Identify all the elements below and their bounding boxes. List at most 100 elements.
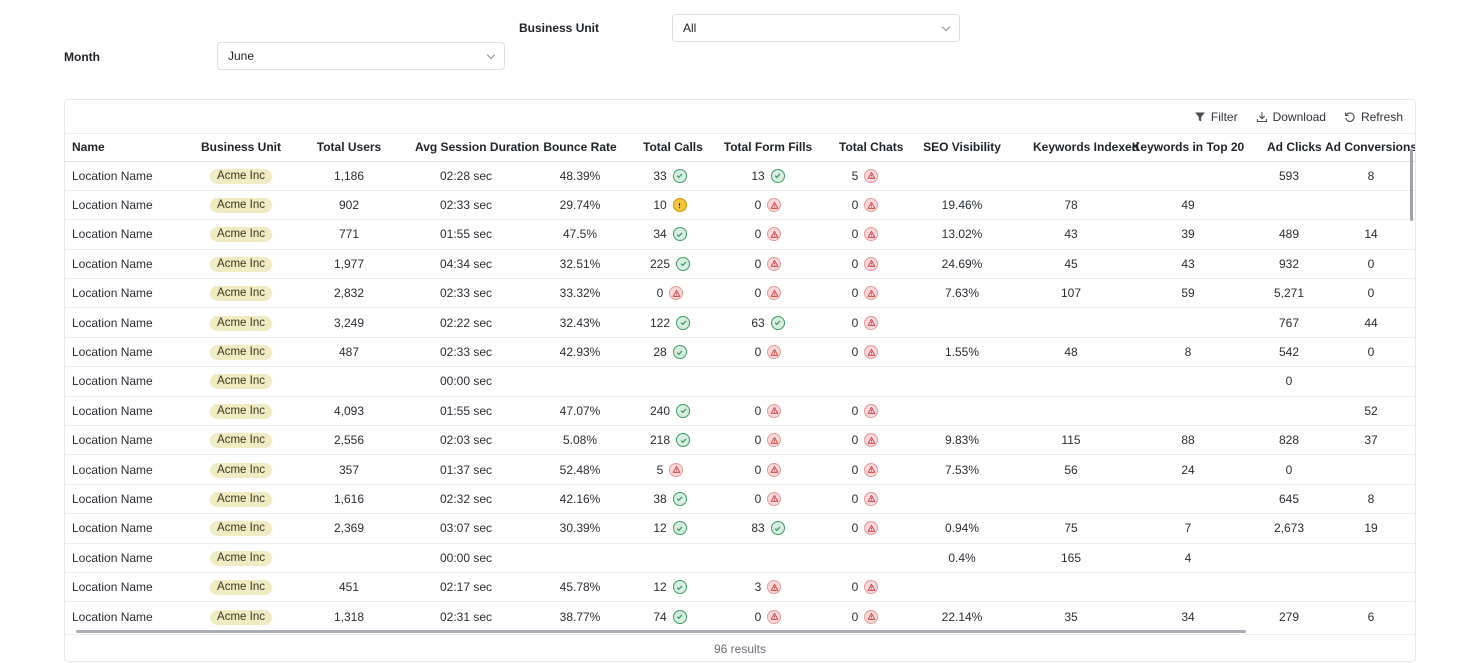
ad-conversions-value: 0: [1367, 286, 1375, 301]
table-row[interactable]: Location Name Acme Inc 2,832 02:33 sec 33.32…: [65, 278, 1415, 309]
ad-clicks-value: 279: [1278, 609, 1300, 624]
avg-session-duration-value: 02:33 sec: [439, 345, 493, 360]
table-row[interactable]: Location Name Acme Inc 357 01:37 sec 52.48% 5…: [65, 454, 1415, 485]
column-header-seo-visibility[interactable]: SEO Visibility: [895, 134, 1029, 162]
column-header-total-users[interactable]: Total Users: [287, 134, 411, 162]
bounce-rate-value: 47.07%: [559, 403, 601, 418]
warning-triangle-icon: [767, 491, 782, 506]
total-calls-value: 5: [656, 462, 664, 477]
table-row[interactable]: Location Name Acme Inc 902 02:33 sec 29.74% 1…: [65, 190, 1415, 221]
column-header-bounce-rate[interactable]: Bounce Rate: [521, 134, 639, 162]
download-label: Download: [1272, 110, 1326, 124]
total-form-fills-value: 83: [751, 521, 765, 536]
total-form-fills-value: 0: [754, 345, 762, 360]
table-row[interactable]: Location Name Acme Inc 1,616 02:32 sec 42.16…: [65, 484, 1415, 515]
table-row[interactable]: Location Name Acme Inc 451 02:17 sec 45.78% 1…: [65, 572, 1415, 603]
refresh-button[interactable]: Refresh: [1344, 110, 1403, 124]
location-name: Location Name: [72, 550, 153, 565]
month-value: June: [228, 49, 255, 63]
month-select[interactable]: June: [217, 42, 505, 70]
column-header-name[interactable]: Name: [65, 134, 195, 162]
table-scroll-area[interactable]: Name Business Unit Total Users Avg Session …: [65, 133, 1415, 630]
warning-triangle-icon: [767, 403, 782, 418]
table-row[interactable]: Location Name Acme Inc 00:00 sec 0.4% 165 4: [65, 543, 1415, 573]
location-name: Location Name: [72, 315, 153, 330]
table-row[interactable]: Location Name Acme Inc 2,556 02:03 sec 5.08%…: [65, 425, 1415, 456]
total-users-value: 2,369: [333, 521, 365, 536]
check-circle-icon: [672, 491, 687, 506]
business-unit-select[interactable]: All: [672, 14, 960, 42]
warning-triangle-icon: [767, 345, 782, 360]
ad-conversions-value: 8: [1367, 168, 1375, 183]
total-form-fills-value: 0: [754, 198, 762, 213]
ad-clicks-value: 2,673: [1273, 521, 1305, 536]
table-row[interactable]: Location Name Acme Inc 1,186 02:28 sec 48.39…: [65, 161, 1415, 191]
table-row[interactable]: Location Name Acme Inc 1,318 02:31 sec 38.77…: [65, 601, 1415, 630]
total-chats-value: 5: [851, 168, 859, 183]
warning-triangle-icon: [864, 168, 879, 183]
avg-session-duration-value: 01:55 sec: [439, 403, 493, 418]
warning-triangle-icon: [864, 580, 879, 595]
total-users-value: 1,318: [333, 609, 365, 624]
refresh-label: Refresh: [1360, 110, 1403, 124]
business-unit-label: Business Unit: [519, 21, 600, 35]
warning-triangle-icon: [864, 227, 879, 242]
bounce-rate-value: 32.51%: [559, 256, 601, 271]
column-header-ad-conversions[interactable]: Ad Conversions: [1315, 134, 1415, 162]
horizontal-scrollbar[interactable]: [76, 630, 1246, 633]
column-header-total-form-fills[interactable]: Total Form Fills: [701, 134, 835, 162]
table-row[interactable]: Location Name Acme Inc 1,977 04:34 sec 32.51…: [65, 249, 1415, 280]
bounce-rate-value: 5.08%: [562, 433, 598, 448]
total-chats-value: 0: [851, 491, 859, 506]
business-unit-badge: Acme Inc: [210, 433, 272, 449]
total-calls-value: 74: [653, 609, 667, 624]
column-header-total-calls[interactable]: Total Calls: [639, 134, 703, 162]
keywords-top-20-value: 59: [1181, 286, 1195, 301]
ad-conversions-value: 14: [1364, 227, 1378, 242]
seo-visibility-value: 0.94%: [944, 521, 980, 536]
exclamation-circle-icon: [672, 198, 687, 213]
keywords-top-20-value: 88: [1181, 433, 1195, 448]
keywords-indexed-value: 165: [1060, 550, 1082, 565]
ad-conversions-value: 52: [1364, 403, 1378, 418]
check-circle-icon: [676, 315, 691, 330]
vertical-scrollbar[interactable]: [1410, 149, 1413, 221]
business-unit-badge: Acme Inc: [210, 256, 272, 272]
table-row[interactable]: Location Name Acme Inc 3,249 02:22 sec 32.43…: [65, 307, 1415, 338]
keywords-top-20-value: 7: [1184, 521, 1192, 536]
table-toolbar: Filter Download Refresh: [1194, 108, 1403, 126]
total-chats-value: 0: [851, 521, 859, 536]
seo-visibility-value: 1.55%: [944, 345, 980, 360]
column-header-business-unit[interactable]: Business Unit: [195, 134, 287, 162]
column-header-total-chats[interactable]: Total Chats: [835, 134, 903, 162]
check-circle-icon: [676, 256, 691, 271]
avg-session-duration-value: 04:34 sec: [439, 256, 493, 271]
keywords-indexed-value: 48: [1064, 345, 1078, 360]
location-name: Location Name: [72, 462, 153, 477]
table-row[interactable]: Location Name Acme Inc 00:00 sec 0: [65, 366, 1415, 397]
total-form-fills-value: 63: [751, 315, 765, 330]
ad-conversions-value: 0: [1367, 345, 1375, 360]
ad-clicks-value: 0: [1285, 374, 1293, 389]
download-button[interactable]: Download: [1256, 110, 1326, 124]
table-row[interactable]: Location Name Acme Inc 771 01:55 sec 47.5% 34…: [65, 219, 1415, 250]
table-row[interactable]: Location Name Acme Inc 4,093 01:55 sec 47.07…: [65, 396, 1415, 427]
table-row[interactable]: Location Name Acme Inc 2,369 03:07 sec 30.39…: [65, 513, 1415, 544]
total-calls-value: 33: [653, 168, 667, 183]
avg-session-duration-value: 00:00 sec: [439, 550, 493, 565]
column-header-keywords-indexed[interactable]: Keywords Indexed: [1029, 134, 1139, 162]
column-header-ad-clicks[interactable]: Ad Clicks: [1263, 134, 1322, 162]
total-users-value: 357: [338, 462, 360, 477]
total-chats-value: 0: [851, 580, 859, 595]
business-unit-badge: Acme Inc: [210, 198, 272, 214]
chevron-down-icon: [486, 50, 496, 59]
total-form-fills-value: 0: [754, 403, 762, 418]
total-form-fills-value: 0: [754, 286, 762, 301]
table-row[interactable]: Location Name Acme Inc 487 02:33 sec 42.93% 2…: [65, 337, 1415, 368]
filter-button[interactable]: Filter: [1194, 110, 1238, 124]
column-header-avg-session-duration[interactable]: Avg Session Duration: [411, 134, 539, 162]
column-header-keywords-top-20[interactable]: Keywords in Top 20: [1113, 134, 1263, 162]
business-unit-badge: Acme Inc: [210, 521, 272, 537]
business-unit-badge: Acme Inc: [210, 315, 272, 331]
seo-visibility-value: 24.69%: [941, 256, 983, 271]
